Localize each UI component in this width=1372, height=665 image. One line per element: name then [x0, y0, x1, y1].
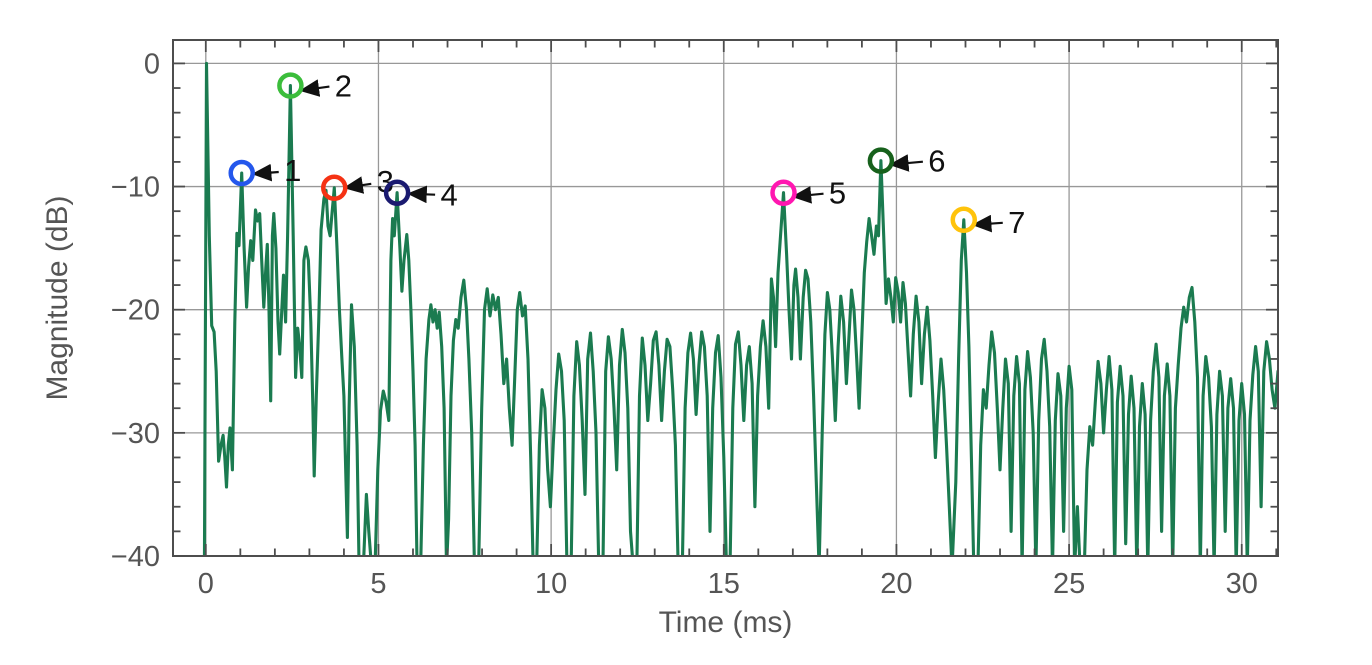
peak-annotation-3: 3 — [321, 164, 394, 202]
peak-annotation-2: 2 — [277, 69, 352, 104]
y-tick-label: −40 — [111, 541, 160, 573]
peak-arrow-7 — [971, 214, 1003, 233]
peak-number-2: 2 — [335, 69, 352, 104]
x-tick-label: 30 — [1226, 568, 1258, 600]
peak-annotation-6: 6 — [867, 144, 946, 179]
peak-arrow-6 — [888, 154, 923, 172]
peak-circle-3 — [321, 174, 348, 202]
peak-arrow-4 — [407, 185, 436, 204]
peak-circle-7 — [950, 206, 978, 234]
axes-box — [172, 39, 1279, 557]
peak-number-4: 4 — [440, 178, 457, 213]
peak-number-1: 1 — [284, 153, 301, 188]
peak-arrow-1 — [251, 163, 279, 182]
peak-annotation-7: 7 — [950, 205, 1025, 240]
peak-number-6: 6 — [928, 144, 945, 179]
x-tick-label: 10 — [535, 568, 567, 600]
y-tick-label: 0 — [144, 48, 160, 80]
peak-circle-5 — [770, 179, 797, 206]
x-tick-label: 25 — [1053, 568, 1085, 600]
peak-annotation-1: 1 — [228, 153, 301, 188]
signal-line — [202, 61, 1278, 556]
peak-arrow-2 — [299, 79, 330, 97]
peak-circle-6 — [867, 147, 895, 174]
peak-number-5: 5 — [829, 176, 846, 211]
x-tick-label: 20 — [880, 568, 912, 600]
peak-number-3: 3 — [377, 164, 394, 199]
peak-number-7: 7 — [1008, 205, 1025, 240]
x-tick-label: 0 — [198, 568, 214, 600]
x-tick-label: 15 — [708, 568, 740, 600]
peak-circle-4 — [383, 179, 411, 206]
y-tick-labels: 0 −10 −20 −30 −40 — [111, 48, 160, 573]
y-tick-label: −20 — [111, 295, 160, 327]
peak-annotation-4: 4 — [383, 178, 458, 213]
peak-circle-2 — [277, 72, 304, 99]
y-axis-title: Magnitude (dB) — [41, 195, 74, 401]
x-tick-labels: 0 5 10 15 20 25 30 — [198, 568, 1258, 600]
y-tick-label: −10 — [111, 172, 160, 204]
y-tick-label: −30 — [111, 418, 160, 450]
tick-marks — [173, 40, 1278, 557]
x-tick-label: 5 — [370, 568, 386, 600]
peak-annotation-5: 5 — [770, 176, 846, 211]
peak-arrow-5 — [791, 186, 824, 204]
peak-circle-1 — [228, 159, 255, 187]
peak-arrow-3 — [343, 176, 372, 194]
x-axis-title: Time (ms) — [658, 606, 793, 639]
